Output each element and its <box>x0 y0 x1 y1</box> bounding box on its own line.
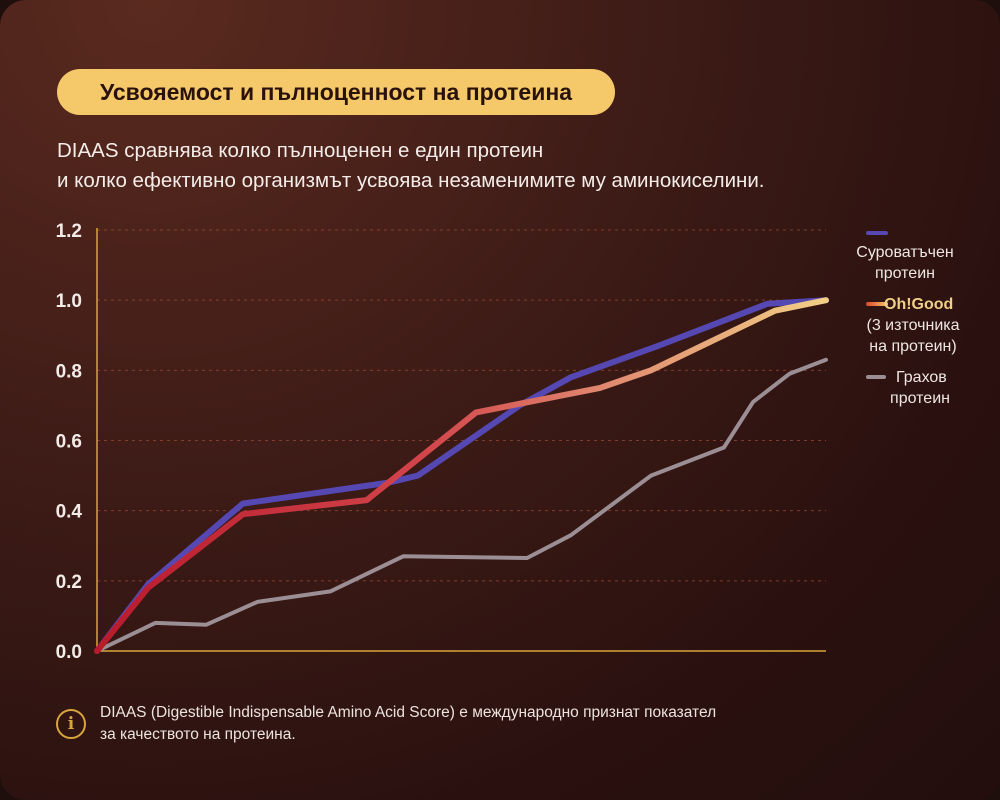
footnote-line-2: за качеството на протеина. <box>100 726 296 743</box>
series-line-pea <box>95 357 828 653</box>
y-tick-label: 1.0 <box>56 291 82 312</box>
y-tick-label: 0.8 <box>56 361 82 382</box>
page-title: Усвояемост и пълноценност на протеина <box>99 78 573 105</box>
legend-ohgood-line3: на протеин) <box>869 338 957 355</box>
legend-pea-line1: Грахов <box>896 369 947 386</box>
legend-item-whey: Суроватъчен протеин <box>845 242 965 284</box>
y-tick-label: 0.6 <box>56 432 82 453</box>
series-lines <box>94 297 829 654</box>
y-axis-ticks: 0.0 0.2 0.4 0.6 0.8 1.0 1.2 <box>56 221 83 663</box>
legend-whey-line2: протеин <box>875 265 935 282</box>
legend-whey-line1: Суроватъчен <box>856 244 954 261</box>
legend-ohgood-line2: (3 източника <box>866 317 960 334</box>
subtitle-line-2: и колко ефективно организмът усвоява нез… <box>57 169 765 192</box>
y-tick-label: 0.2 <box>56 572 82 593</box>
legend-item-ohgood: Oh!Good (3 източника на протеин) <box>850 294 976 357</box>
series-line-whey <box>94 297 829 654</box>
info-icon: i <box>56 709 86 739</box>
footnote-line-1: DIAAS (Digestible Indispensable Amino Ac… <box>100 704 717 721</box>
subtitle: DIAAS сравнява колко пълноценен е един п… <box>57 136 857 196</box>
legend-swatch-pea <box>866 375 886 379</box>
grid-lines <box>97 229 826 582</box>
legend-item-pea: Грахов протеин <box>860 367 980 409</box>
legend-pea-line2: протеин <box>890 390 950 407</box>
legend-swatch-whey <box>866 231 888 235</box>
title-pill: Усвояемост и пълноценност на протеина <box>57 69 615 115</box>
y-tick-label: 1.2 <box>56 221 82 242</box>
y-tick-label: 0.4 <box>56 502 83 523</box>
legend-ohgood-line1: Oh!Good <box>884 296 954 313</box>
subtitle-line-1: DIAAS сравнява колко пълноценен е един п… <box>57 139 544 162</box>
axes <box>96 228 826 652</box>
footnote: DIAAS (Digestible Indispensable Amino Ac… <box>100 702 800 746</box>
series-line-ohgood <box>94 297 829 654</box>
y-tick-label: 0.0 <box>56 642 82 663</box>
legend-swatch-ohgood <box>866 302 888 306</box>
